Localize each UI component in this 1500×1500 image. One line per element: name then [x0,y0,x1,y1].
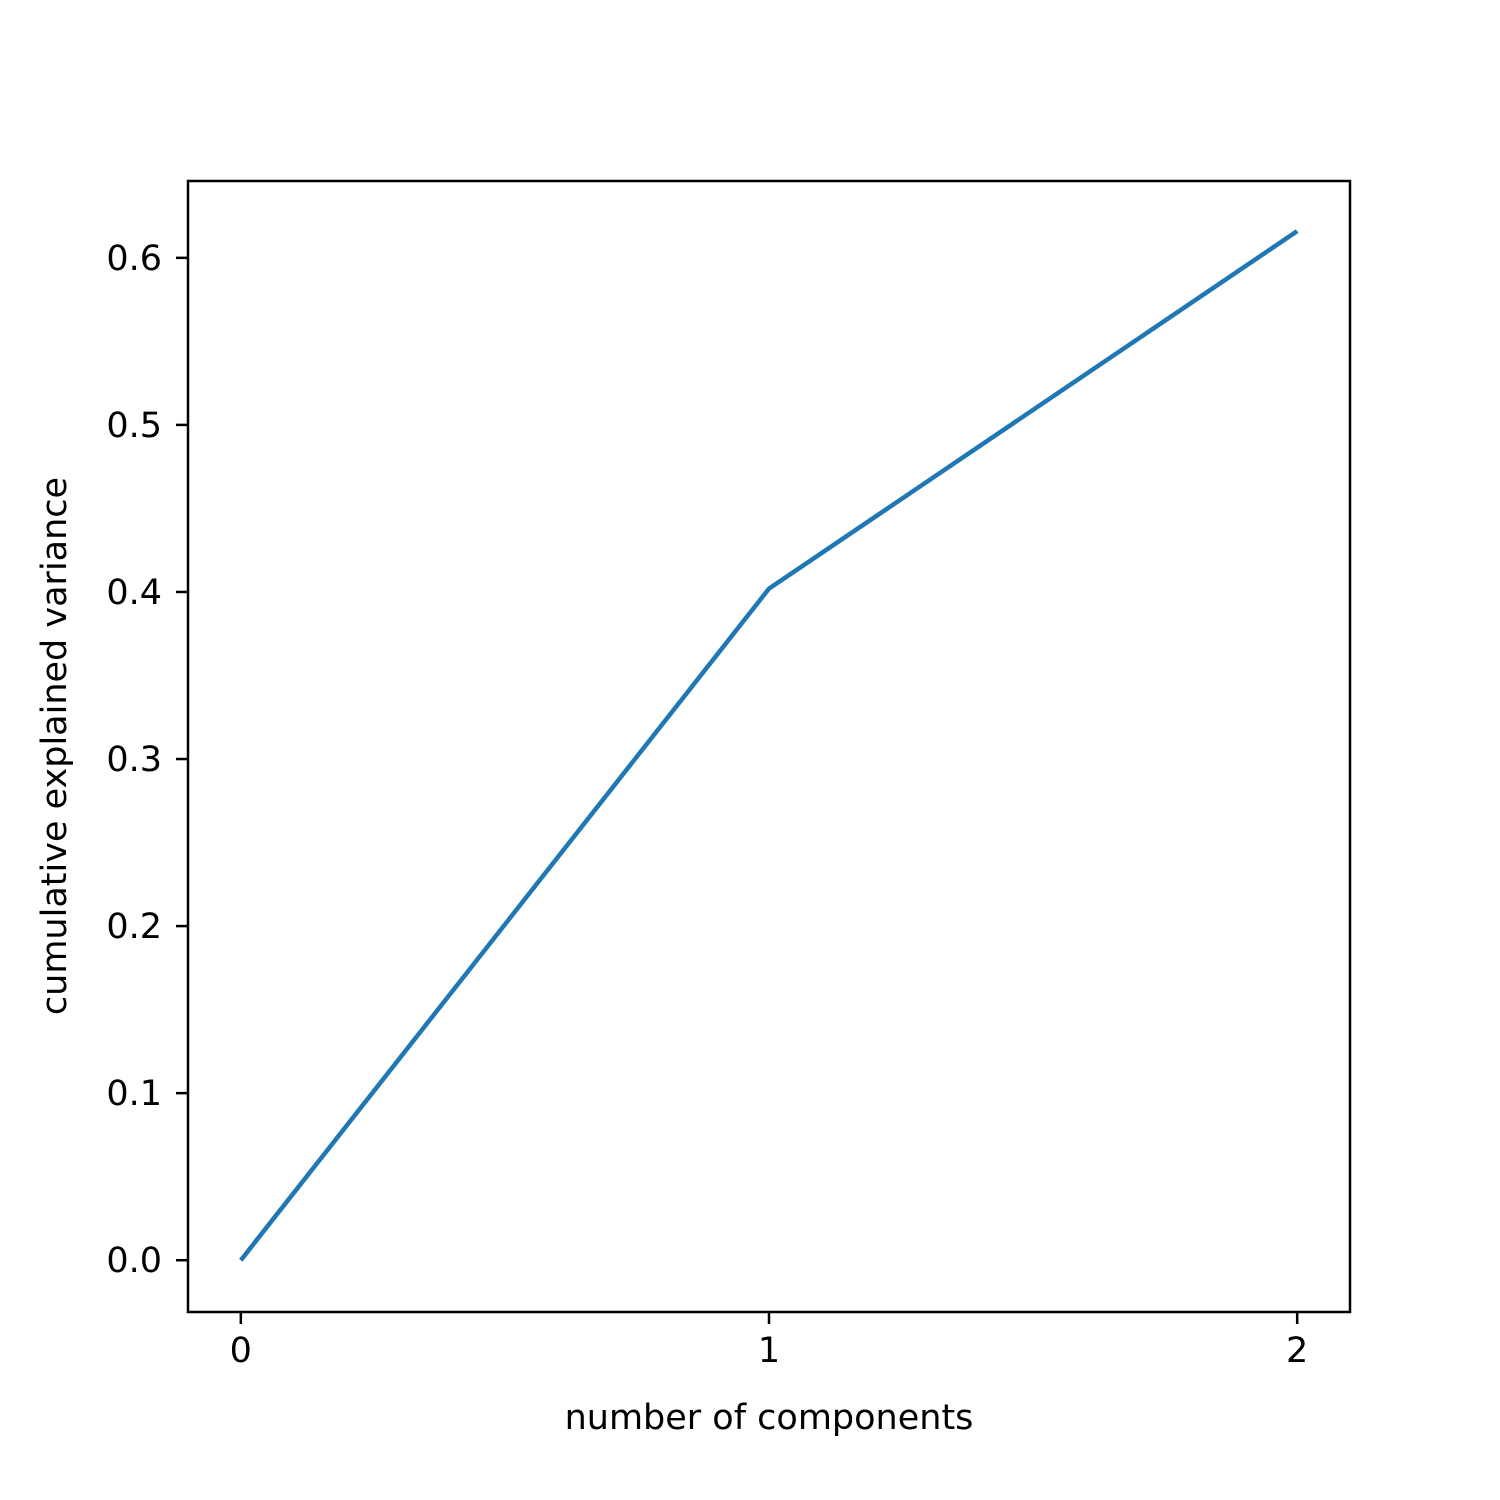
y-tick-label: 0.5 [106,406,162,446]
y-tick-label: 0.1 [106,1074,162,1114]
plot-area [239,229,1299,1262]
x-tick-label: 1 [758,1331,780,1371]
y-axis-ticks: 0.0 0.1 0.2 0.3 0.4 0.5 0.6 [106,239,188,1281]
y-tick-label: 0.2 [106,907,162,947]
x-axis-label: number of components [565,1398,974,1438]
axes-frame [186,179,1352,1314]
y-tick-label: 0.0 [106,1241,162,1281]
series-line-0 [239,229,1299,1262]
y-tick-label: 0.4 [106,573,162,613]
x-tick-label: 2 [1286,1331,1308,1371]
y-tick-label: 0.3 [106,740,162,780]
y-axis-label: cumulative explained variance [35,477,75,1015]
x-axis-ticks: 0 1 2 [230,1312,1308,1371]
x-tick-label: 0 [230,1331,252,1371]
y-tick-label: 0.6 [106,239,162,279]
